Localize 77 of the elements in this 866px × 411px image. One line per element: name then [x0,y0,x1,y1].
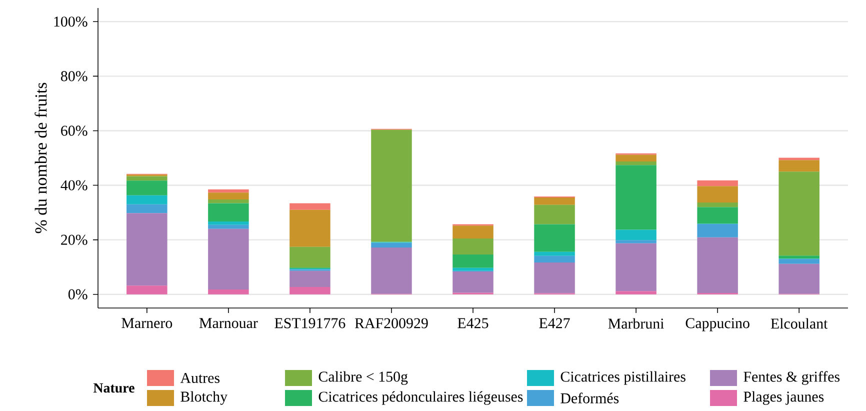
bar [208,289,249,294]
bar [778,258,820,264]
bar [126,204,168,214]
bar [697,180,738,186]
bar [778,158,820,160]
bar [371,130,412,242]
bar [126,180,168,196]
bar [697,186,738,202]
bar [616,230,656,240]
y-tick-label: 0% [68,289,88,300]
bar [371,242,412,248]
bar [452,254,494,268]
y-tick-label: 80% [60,71,88,82]
x-tick-label: E425 [458,318,488,328]
bar [452,238,494,255]
y-tick-label: 60% [61,126,88,136]
legend-label: Fentes & griffes [744,371,840,385]
bar [697,237,738,293]
bar [452,268,494,271]
bar [208,199,249,204]
bar [616,291,656,294]
bar [534,256,575,262]
bar [290,246,330,268]
bar [290,203,330,210]
bar [778,256,820,259]
bar [290,270,330,287]
bar [208,192,249,200]
bar [208,203,249,222]
bar [208,189,249,193]
bar [616,240,656,244]
x-tick-label: Elcoulant [770,318,828,329]
x-tick-label: Cappucino [686,318,750,332]
bar [534,198,575,205]
x-tick-label: Marnero [122,318,172,328]
y-tick-label: 100% [54,16,88,27]
bar [126,213,168,286]
y-tick-label: 40% [60,180,88,190]
legend-label: Blotchy [180,391,228,405]
bar [778,172,820,256]
bar [534,262,575,294]
bar [616,165,656,230]
bar [452,271,494,293]
bar [534,252,575,256]
bar [616,243,656,292]
legend-label: Autres [180,373,220,383]
legend-label: Cicatrices pédonculaires liégeuses [318,391,523,405]
bar [697,224,738,238]
legend-label: Plages jaunes [744,391,824,405]
y-axis-title: % du nombre de fruits [34,82,47,234]
bar [126,195,168,204]
x-tick-label: Marnouar [199,318,258,328]
bar [290,210,330,247]
bar [697,207,738,224]
bar [452,226,494,238]
bar [208,224,249,229]
legend-title: Nature [93,383,134,393]
bar [616,162,656,166]
legend-label: Calibre < 150g [318,371,408,385]
bar [208,228,249,290]
x-tick-label: RAF200929 [354,318,428,328]
bar [697,202,738,208]
bar [534,204,575,224]
bar [371,247,412,294]
bar [616,154,656,162]
bar [778,160,820,172]
x-tick-label: E427 [539,318,570,328]
x-tick-label: EST191776 [274,318,346,328]
bar [208,222,249,225]
legend-label: Deformés [560,392,619,404]
bar [126,286,168,294]
bar [126,176,168,181]
bar [778,264,820,294]
x-tick-label: Marbruni [608,318,664,329]
legend-label: Cicatrices pistillaires [560,371,686,385]
y-tick-label: 20% [61,234,88,245]
bar [534,224,575,252]
bar [290,287,330,294]
